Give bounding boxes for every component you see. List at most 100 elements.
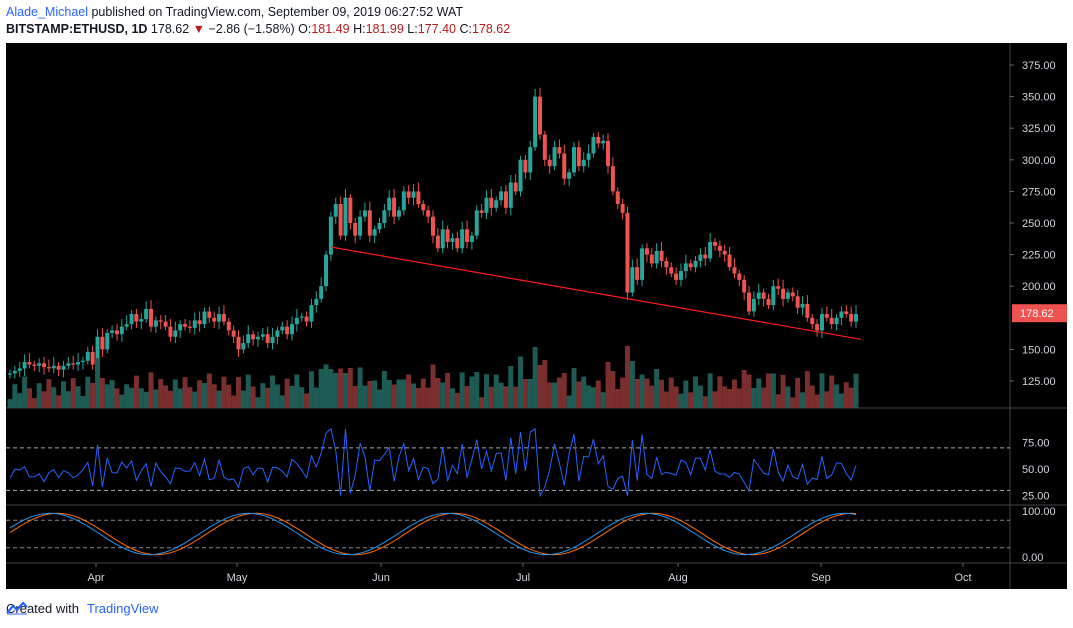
candle-body [776, 286, 781, 289]
candle-body [479, 210, 484, 213]
stoch-d-line [9, 512, 857, 556]
volume-bar [800, 392, 806, 408]
chart-svg[interactable]: 375.00 350.00 325.00 300.00 275.00 250.00 225.… [6, 43, 1067, 589]
volume-bar [722, 386, 728, 408]
volume-bar [65, 391, 71, 408]
stoch-k-line [9, 512, 857, 556]
candle-body [591, 137, 596, 154]
candle-body [635, 267, 640, 280]
candle-body [61, 365, 66, 370]
volume-bar [362, 385, 368, 408]
candle-body [708, 241, 713, 259]
down-triangle-icon: ▼ [192, 22, 206, 36]
candle-body [163, 321, 168, 327]
x-tick-label: Apr [87, 572, 104, 584]
price-tick-label: 325.00 [1022, 123, 1056, 135]
volume-bar [746, 374, 752, 408]
volume-bar [498, 382, 504, 408]
candle-body [338, 204, 343, 236]
candle-body [110, 330, 115, 333]
tradingview-brand[interactable]: TradingView [86, 601, 159, 616]
price-change: −2.86 (−1.58%) [208, 22, 295, 36]
volume-bar [668, 377, 674, 408]
volume-bar [279, 395, 285, 408]
stoch-tick-label: 100.00 [1022, 506, 1056, 518]
volume-bar [99, 378, 105, 408]
volume-bar [479, 397, 485, 408]
volume-bar [381, 371, 387, 408]
candle-body [460, 229, 465, 249]
candle-body [124, 324, 129, 327]
volume-bar [634, 379, 640, 408]
candle-body [839, 311, 844, 318]
volume-bar [377, 389, 383, 408]
volume-bar [503, 386, 509, 408]
candle-body [270, 336, 275, 344]
candle-body [742, 279, 747, 293]
candle-body [392, 197, 397, 217]
candle-body [421, 204, 426, 211]
candle-body [197, 320, 202, 325]
candle-body [562, 153, 567, 179]
candle-body [489, 197, 494, 208]
volume-bar [197, 380, 203, 408]
volume-bar [765, 373, 771, 408]
chart-area[interactable]: 375.00 350.00 325.00 300.00 275.00 250.00 225.… [6, 43, 1067, 589]
candle-body [22, 362, 27, 369]
candle-body [416, 191, 421, 205]
last-price: 178.62 [150, 22, 190, 36]
volume-bar [56, 395, 62, 408]
candle-body [596, 137, 601, 144]
x-tick-label: Jul [516, 572, 530, 584]
candle-body [328, 216, 333, 255]
support-trendline [330, 246, 861, 340]
candle-body [771, 286, 776, 306]
candle-body [674, 273, 679, 280]
candle-body [693, 260, 698, 268]
candle-body [183, 324, 188, 327]
candle-body [572, 147, 576, 173]
volume-bar [357, 367, 363, 408]
candle-body [348, 197, 353, 223]
candle-body [669, 267, 674, 274]
candle-body [396, 210, 401, 217]
candle-body [431, 216, 435, 236]
candle-body [756, 292, 761, 299]
candle-body [688, 263, 693, 268]
volume-bar [440, 382, 446, 408]
author-link[interactable]: Alade_Michael [6, 5, 88, 19]
volume-bar [644, 378, 650, 408]
price-tick-label: 125.00 [1022, 376, 1056, 388]
volume-bar [780, 374, 786, 408]
candle-body [119, 326, 124, 335]
candle-body [319, 286, 324, 299]
last-price-label: 178.62 [1020, 308, 1054, 320]
candle-body [829, 317, 834, 325]
volume-bar [80, 396, 86, 408]
volume-bar [60, 381, 66, 408]
candle-body [610, 166, 615, 192]
volume-bar [109, 380, 115, 408]
candle-body [426, 210, 431, 217]
candle-body [785, 292, 790, 299]
candle-body [114, 330, 119, 335]
volume-bar [308, 371, 314, 408]
volume-bar [605, 362, 611, 408]
candle-body [625, 212, 630, 293]
candle-body [800, 303, 805, 308]
volume-bar [566, 395, 572, 408]
volume-bar [148, 372, 154, 408]
volume-bar [683, 380, 689, 408]
candle-body [353, 223, 358, 236]
volume-bar [785, 386, 791, 408]
volume-bar [853, 373, 859, 408]
volume-bar [304, 393, 310, 408]
candle-body [212, 317, 217, 322]
candle-body [601, 140, 606, 144]
candle-body [178, 324, 183, 331]
candle-body [678, 271, 683, 280]
candle-body [615, 191, 620, 205]
candle-body [576, 147, 581, 167]
volume-bar [702, 396, 708, 408]
candle-body [406, 191, 411, 198]
